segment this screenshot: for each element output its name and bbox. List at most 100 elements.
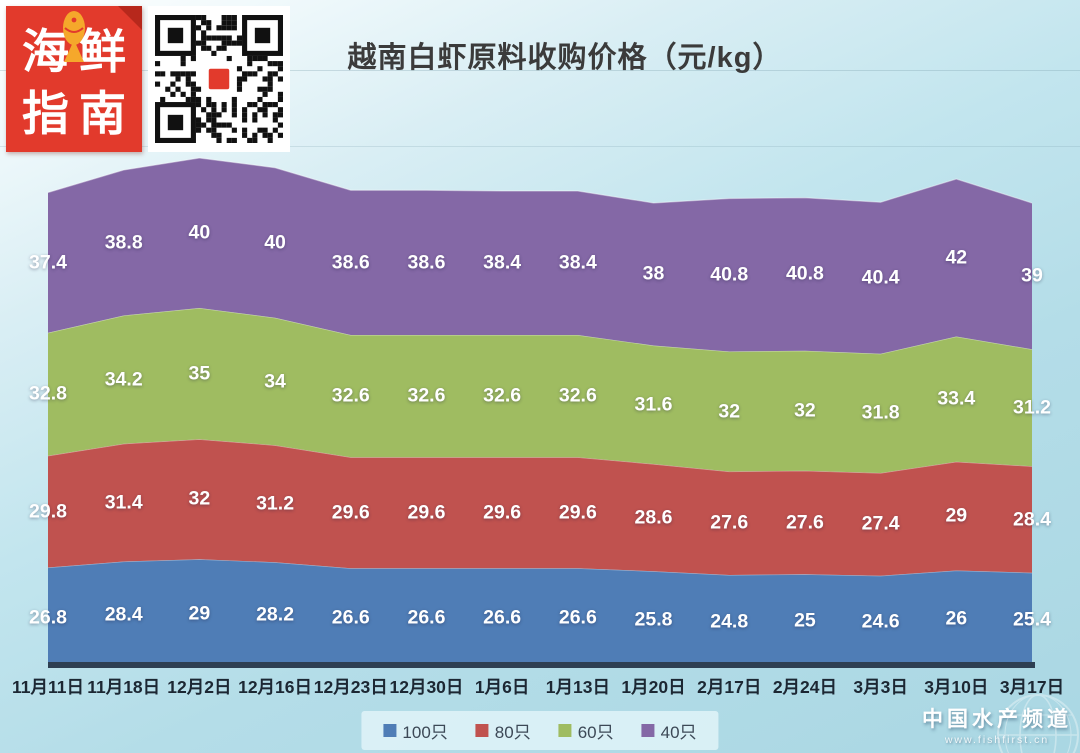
data-label-40只: 37.4 — [29, 251, 67, 274]
qr-code-pattern — [155, 15, 283, 143]
data-label-80只: 29 — [945, 504, 968, 527]
qr-code — [148, 6, 290, 152]
data-label-60只: 32.6 — [407, 384, 446, 407]
legend-swatch — [475, 724, 489, 737]
x-axis-label: 1月20日 — [621, 677, 686, 697]
logo-corner-fold — [118, 6, 142, 30]
data-label-100只: 25.8 — [634, 608, 673, 631]
chart-title: 越南白虾原料收购价格（元/kg） — [347, 42, 783, 74]
data-label-100只: 26.6 — [407, 606, 446, 629]
data-label-60只: 32.6 — [331, 384, 370, 407]
data-label-80只: 27.6 — [710, 511, 749, 534]
data-label-80只: 29.6 — [331, 501, 370, 524]
x-axis-label: 3月10日 — [924, 677, 989, 697]
divider-line-top — [0, 70, 1080, 71]
data-label-60只: 32.6 — [558, 384, 597, 407]
legend-swatch — [383, 724, 397, 737]
x-axis-label: 3月17日 — [999, 677, 1065, 697]
fish-icon — [63, 11, 85, 62]
data-label-100只: 26.6 — [331, 606, 370, 629]
data-label-100只: 26 — [945, 607, 968, 630]
data-label-60只: 31.6 — [634, 393, 673, 416]
x-axis-line — [48, 662, 1035, 668]
data-label-80只: 32 — [188, 487, 211, 510]
legend-swatch — [641, 724, 655, 737]
x-axis-label: 11月18日 — [87, 677, 161, 697]
x-axis-label: 1月13日 — [545, 677, 610, 697]
data-label-80只: 31.2 — [256, 492, 295, 515]
data-label-60只: 32 — [794, 399, 816, 422]
data-label-60只: 32 — [718, 400, 741, 422]
watermark-url: www.fishfirst.cn — [944, 734, 1050, 746]
data-label-60只: 31.8 — [861, 401, 900, 424]
data-label-40只: 39 — [1021, 264, 1043, 287]
x-axis-label: 3月3日 — [853, 677, 908, 697]
legend-item-80只: 80只 — [475, 718, 531, 743]
data-label-60只: 34.2 — [104, 368, 143, 391]
data-label-100只: 24.6 — [861, 610, 900, 633]
data-label-40只: 38.6 — [331, 251, 370, 274]
data-label-80只: 28.6 — [634, 506, 673, 529]
data-label-80只: 27.6 — [785, 511, 824, 533]
data-label-60只: 33.4 — [937, 387, 976, 410]
legend-swatch — [558, 724, 572, 737]
data-label-100只: 24.8 — [710, 610, 749, 632]
legend: 100只 80只 60只 40只 — [361, 711, 719, 750]
data-label-40只: 40.4 — [861, 266, 900, 289]
data-label-60只: 31.2 — [1013, 396, 1051, 419]
x-axis-label: 12月23日 — [313, 677, 388, 697]
legend-label: 100只 — [402, 723, 448, 742]
data-label-60只: 32.6 — [483, 384, 522, 407]
logo-text-row2: 指南 — [22, 87, 136, 140]
legend-label: 60只 — [577, 723, 614, 742]
data-label-40只: 42 — [945, 246, 968, 269]
area-series-40只 — [48, 158, 1032, 354]
x-axis-label: 12月30日 — [389, 677, 464, 697]
legend-item-40只: 40只 — [641, 718, 697, 743]
data-label-100只: 26.6 — [483, 606, 522, 629]
x-axis-label: 2月17日 — [697, 677, 762, 697]
globe-icon — [997, 694, 1079, 753]
x-axis-label: 12月16日 — [238, 677, 313, 697]
data-label-80只: 29.8 — [29, 500, 67, 523]
data-label-40只: 40.8 — [710, 263, 749, 286]
data-label-80只: 31.4 — [104, 491, 143, 514]
x-axis-label: 11月11日 — [12, 677, 84, 697]
data-label-80只: 29.6 — [558, 501, 597, 524]
data-label-40只: 38.4 — [483, 251, 522, 274]
data-label-80只: 29.6 — [407, 501, 446, 524]
divider-line-title — [0, 146, 1080, 147]
x-axis-label: 12月2日 — [167, 677, 232, 697]
data-label-60只: 35 — [188, 362, 211, 385]
legend-label: 40只 — [660, 723, 697, 742]
data-label-40只: 38.6 — [407, 251, 446, 274]
data-label-60只: 34 — [264, 370, 286, 392]
data-label-100只: 28.2 — [256, 603, 295, 626]
watermark: 中国水产频道 www.fishfirst.cn — [922, 694, 1079, 753]
area-edge — [47, 157, 1033, 204]
data-label-40只: 40.8 — [785, 262, 824, 285]
data-label-100只: 25.4 — [1013, 608, 1051, 631]
data-label-100只: 28.4 — [104, 603, 143, 626]
data-label-60只: 32.8 — [29, 382, 67, 405]
data-label-100只: 25 — [794, 609, 816, 632]
data-label-40只: 40 — [264, 231, 286, 254]
area-series-80只 — [48, 439, 1032, 576]
data-label-40只: 38.8 — [104, 231, 143, 254]
data-label-100只: 26.6 — [558, 606, 597, 629]
x-axis-label: 2月24日 — [772, 677, 838, 697]
area-series-100只 — [48, 559, 1032, 668]
legend-item-100只: 100只 — [383, 718, 448, 743]
brand-logo: 海鲜 指南 — [6, 6, 142, 152]
data-label-80只: 27.4 — [861, 512, 900, 535]
data-label-40只: 40 — [188, 221, 211, 244]
data-label-100只: 26.8 — [29, 606, 67, 629]
watermark-title: 中国水产频道 — [922, 708, 1072, 731]
data-label-100只: 29 — [188, 602, 211, 625]
data-label-80只: 28.4 — [1013, 508, 1051, 530]
legend-item-60只: 60只 — [558, 718, 614, 743]
data-label-40只: 38.4 — [558, 251, 597, 274]
data-label-80只: 29.6 — [483, 501, 522, 524]
